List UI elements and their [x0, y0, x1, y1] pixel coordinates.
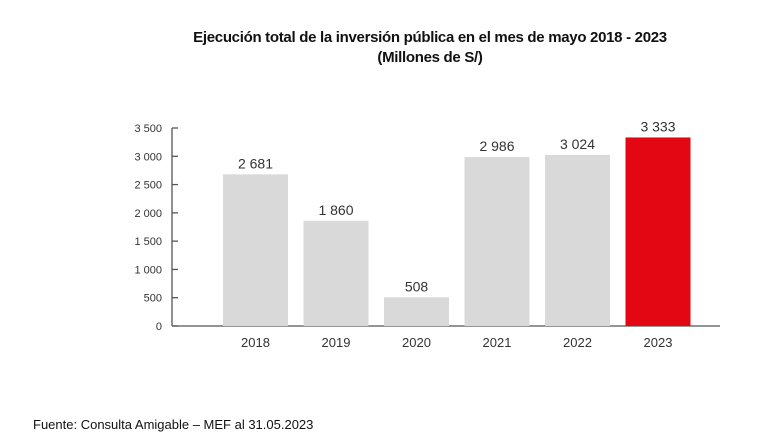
- x-tick-label: 2023: [644, 335, 673, 350]
- x-tick-label: 2020: [402, 335, 431, 350]
- bar-2020: [384, 297, 449, 326]
- x-tick-label: 2022: [563, 335, 592, 350]
- bar-2018: [223, 174, 288, 326]
- y-tick-label: 3 000: [134, 151, 162, 163]
- data-label: 3 333: [640, 118, 675, 134]
- x-tick-label: 2018: [241, 335, 270, 350]
- bar-2023: [625, 137, 691, 326]
- x-tick-label: 2019: [322, 335, 351, 350]
- bar-2019: [303, 220, 369, 326]
- data-label: 508: [405, 278, 429, 294]
- source-note: Fuente: Consulta Amigable – MEF al 31.05…: [33, 417, 314, 432]
- bar-2022: [545, 154, 610, 326]
- y-tick-label: 3 500: [134, 123, 162, 135]
- bar-2021: [464, 157, 530, 326]
- y-tick-label: 1 000: [134, 264, 162, 276]
- y-tick-label: 0: [156, 321, 162, 333]
- data-label: 3 024: [560, 136, 595, 152]
- chart-title: Ejecución total de la inversión pública …: [193, 29, 667, 46]
- data-label: 1 860: [318, 202, 353, 218]
- y-tick-label: 2 000: [134, 208, 162, 220]
- y-tick-label: 1 500: [134, 236, 162, 248]
- y-tick-label: 2 500: [134, 180, 162, 192]
- data-label: 2 681: [238, 155, 273, 171]
- x-tick-label: 2021: [483, 335, 512, 350]
- y-tick-label: 500: [144, 293, 162, 305]
- chart-subtitle: (Millones de S/): [377, 49, 483, 66]
- data-label: 2 986: [479, 138, 514, 154]
